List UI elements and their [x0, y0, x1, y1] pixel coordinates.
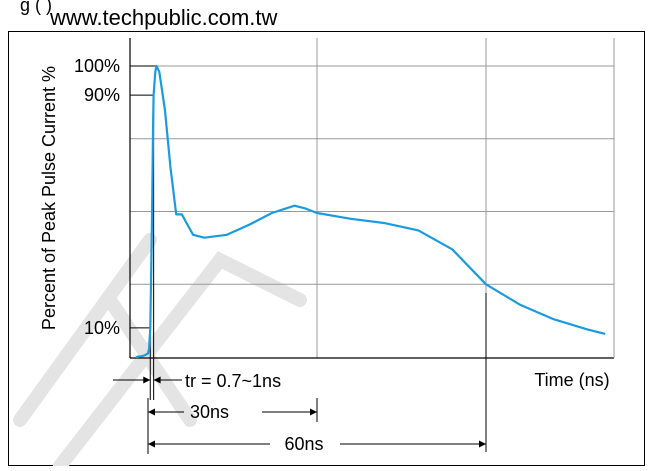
x-axis-label: Time (ns)	[534, 370, 609, 390]
y-tick-label-100: 100%	[74, 56, 120, 76]
level-markers	[130, 65, 487, 454]
y-tick-labels: 100% 90% 10%	[74, 56, 120, 338]
interval-annotations	[113, 376, 486, 448]
y-tick-label-10: 10%	[84, 318, 120, 338]
interval-60ns-label: 60ns	[284, 434, 323, 454]
series-line-pulse-current	[135, 64, 606, 359]
rise-time-label: tr = 0.7~1ns	[185, 371, 281, 391]
y-tick-label-90: 90%	[84, 85, 120, 105]
watermark-url: www.techpublic.com.tw	[49, 5, 278, 30]
plot-frame	[129, 38, 615, 359]
watermark-graphic	[13, 233, 307, 471]
truncated-caption: g ( )	[20, 0, 52, 15]
y-axis-label: Percent of Peak Pulse Current %	[39, 66, 59, 330]
interval-30ns-label: 30ns	[190, 402, 229, 422]
grid-lines	[130, 38, 614, 358]
